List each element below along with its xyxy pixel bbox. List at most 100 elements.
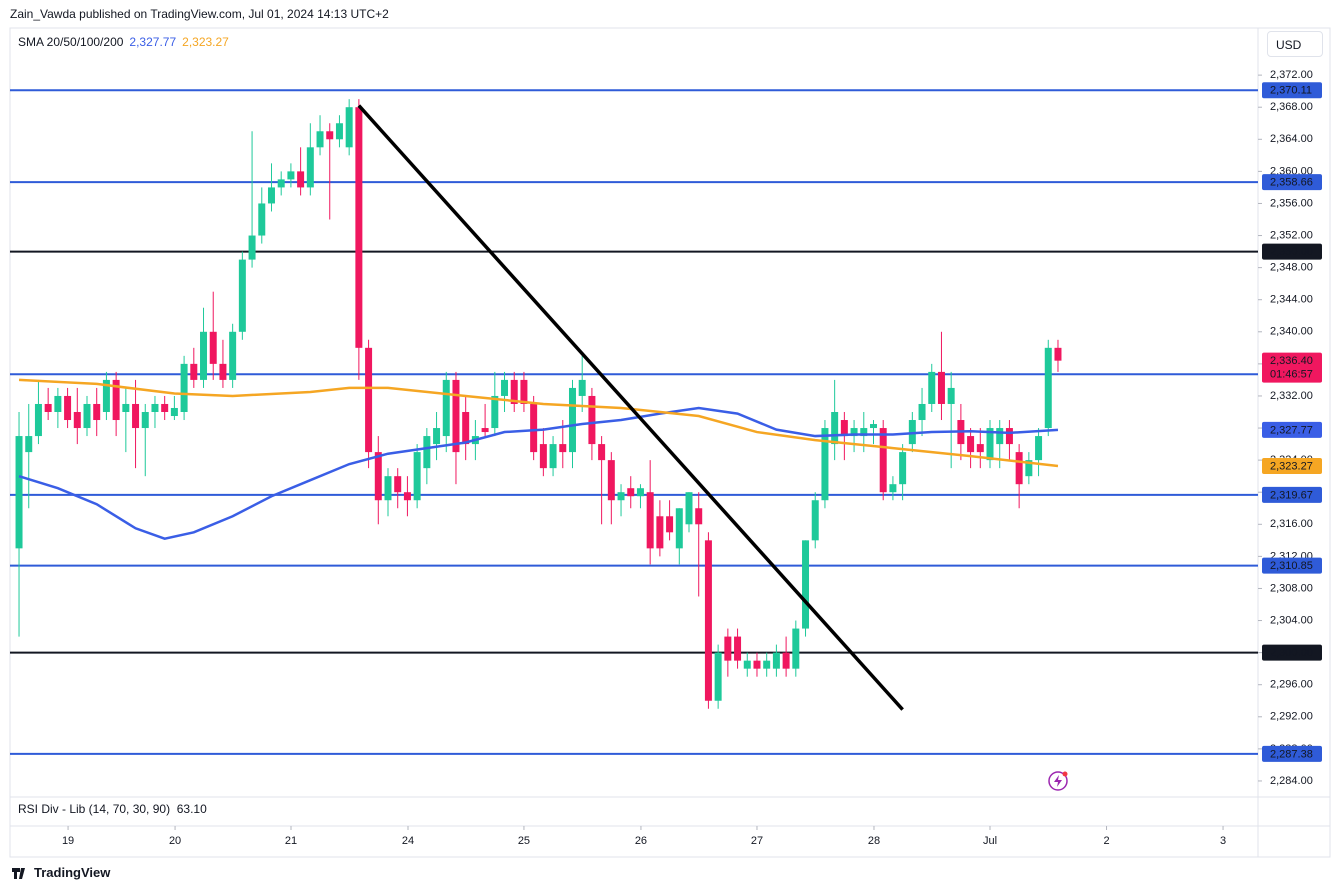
candle-body — [501, 379, 509, 396]
candle-body — [869, 424, 877, 429]
sma-value: 2,323.27 — [182, 35, 229, 49]
candle-body — [879, 428, 887, 493]
sma-line — [18, 406, 1059, 541]
candle-body — [1044, 347, 1052, 429]
candle-body — [1015, 452, 1023, 485]
candle-body — [510, 379, 518, 404]
candle-body — [578, 379, 586, 396]
x-tick-label: 20 — [169, 835, 181, 847]
candle-body — [374, 452, 382, 501]
price-tag — [1262, 457, 1322, 474]
y-tick-label: 2,352.00 — [1270, 229, 1313, 241]
logo-icon — [12, 868, 25, 879]
candle-body — [695, 508, 703, 525]
rsi-label: RSI Div - Lib (14, 70, 30, 90) — [18, 802, 171, 816]
candle-body — [918, 403, 926, 421]
candle-body — [54, 395, 62, 412]
price-tag — [1262, 421, 1322, 438]
candle-body — [627, 488, 635, 497]
y-tick-label: 2,316.00 — [1270, 518, 1313, 530]
price-tag — [1262, 644, 1322, 661]
candle-body — [161, 403, 169, 412]
candle-body — [452, 379, 460, 453]
candle-body — [180, 363, 188, 412]
candle-body — [25, 436, 33, 453]
candle-body — [345, 107, 353, 148]
candle-body — [617, 492, 625, 501]
candle-body — [724, 636, 732, 661]
last-price-label: 2,336.40 — [1270, 355, 1313, 367]
indicator-label: SMA 20/50/100/200 — [18, 35, 124, 49]
alert-icon[interactable] — [1048, 771, 1068, 791]
candle-body — [209, 331, 217, 364]
candle-body — [102, 379, 110, 412]
candle-body — [258, 203, 266, 236]
candle-body — [122, 403, 130, 412]
candle-body — [976, 444, 984, 453]
currency-button[interactable]: USD — [1267, 31, 1323, 57]
candle-body — [811, 500, 819, 541]
y-tick-label: 2,372.00 — [1270, 69, 1313, 81]
y-tick-label: 2,332.00 — [1270, 390, 1313, 402]
price-tag-label: 2,323.27 — [1270, 460, 1313, 472]
y-tick-label: 2,340.00 — [1270, 326, 1313, 338]
candle-body — [384, 476, 392, 501]
candle-body — [229, 331, 237, 380]
candle-body — [326, 131, 334, 140]
candle-body — [442, 379, 450, 437]
candle-body — [568, 387, 576, 453]
candle-body — [335, 123, 343, 140]
y-tick-label: 2,284.00 — [1270, 775, 1313, 787]
x-tick-label: 25 — [518, 835, 530, 847]
x-tick-label: 27 — [751, 835, 763, 847]
candle-body — [530, 403, 538, 453]
candle-body — [170, 407, 178, 417]
price-tag-label: 2,300.00 — [1270, 647, 1313, 659]
candle-body — [267, 187, 275, 204]
x-tick-label: 24 — [402, 835, 414, 847]
candle-body — [646, 492, 654, 549]
y-tick-label: 2,292.00 — [1270, 711, 1313, 723]
x-tick-label: 2 — [1103, 835, 1109, 847]
candle-body — [238, 259, 246, 332]
price-tag-label: 2,287.38 — [1270, 748, 1313, 760]
price-tag-label: 2,358.66 — [1270, 177, 1313, 189]
candle-body — [83, 403, 91, 429]
candle-body — [588, 395, 596, 445]
candle-body — [559, 444, 567, 453]
attribution: Zain_Vawda published on TradingView.com,… — [10, 7, 389, 21]
candle-body — [1035, 436, 1043, 461]
candle-body — [772, 652, 780, 669]
candle-body — [996, 428, 1004, 445]
candle-body — [462, 411, 470, 445]
candle-body — [734, 636, 742, 661]
candle-body — [753, 660, 761, 669]
countdown-label: 01:46:57 — [1270, 369, 1313, 381]
candle-body — [549, 444, 557, 469]
candle-body — [840, 420, 848, 437]
last-price-tag — [1262, 352, 1322, 383]
candle-body — [15, 436, 23, 549]
sma-line — [18, 378, 1059, 468]
candle-body — [802, 540, 810, 629]
candle-body — [287, 171, 295, 180]
candle-body — [403, 492, 411, 501]
y-tick-label: 2,368.00 — [1270, 101, 1313, 113]
x-tick-label: Jul — [983, 835, 997, 847]
candle-body — [685, 492, 693, 525]
candle-body — [316, 131, 324, 148]
candle-body — [1054, 347, 1062, 361]
sma-value: 2,327.77 — [129, 35, 177, 49]
candle-body — [93, 403, 101, 421]
candle-body — [200, 331, 208, 380]
x-tick-label: 28 — [868, 835, 880, 847]
price-tag-label: 2,310.85 — [1270, 560, 1313, 572]
candle-body — [714, 652, 722, 701]
candle-body — [297, 171, 305, 188]
x-tick-label: 26 — [635, 835, 647, 847]
y-tick-label: 2,304.00 — [1270, 614, 1313, 626]
candle-body — [219, 363, 227, 380]
candle-body — [151, 403, 159, 412]
candle-body — [889, 484, 897, 493]
